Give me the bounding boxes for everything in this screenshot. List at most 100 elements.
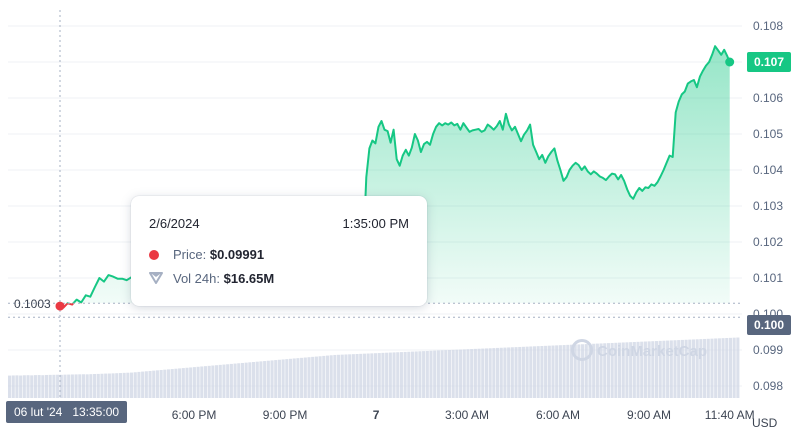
tooltip-volume-value: $16.65M	[223, 271, 275, 286]
volume-bar	[566, 344, 570, 398]
volume-bar	[63, 374, 67, 398]
y-tick-label: 0.106	[753, 91, 783, 105]
volume-bar	[610, 342, 614, 398]
y-tick-label: 0.099	[753, 343, 783, 357]
volume-bar	[78, 374, 82, 398]
y-tick-label: 0.101	[753, 271, 783, 285]
volume-bar	[185, 367, 189, 398]
volume-bar	[381, 352, 385, 398]
volume-bar	[44, 374, 49, 398]
volume-bar	[662, 340, 666, 398]
volume-bar	[266, 360, 270, 398]
volume-bar	[691, 339, 696, 398]
hover-tooltip: 2/6/2024 1:35:00 PM Price: $0.09991 Vol …	[131, 196, 427, 306]
volume-bar	[658, 340, 662, 398]
hover-point-marker	[55, 301, 65, 311]
volume-bar	[189, 367, 193, 398]
last-price-marker	[725, 57, 735, 67]
volume-bar	[233, 363, 237, 398]
volume-bar	[41, 375, 45, 398]
volume-bar	[222, 364, 226, 398]
volume-bar	[462, 349, 466, 398]
volume-bar	[651, 341, 655, 398]
volume-bar	[636, 341, 640, 398]
y-tick-label: 0.105	[753, 127, 783, 141]
volume-bar	[285, 359, 289, 398]
x-tick-label: 6:00 PM	[172, 408, 217, 422]
volume-bar	[311, 356, 315, 398]
volume-bar	[370, 353, 374, 398]
volume-bar	[654, 341, 659, 398]
volume-bar	[215, 365, 219, 398]
volume-bar	[481, 348, 485, 398]
volume-bar	[70, 374, 74, 398]
volume-bar	[359, 353, 363, 398]
volume-bar	[510, 347, 514, 398]
volume-bar	[351, 354, 355, 398]
volume-bar	[166, 369, 171, 398]
volume-bar	[270, 360, 274, 398]
volume-bar	[603, 343, 607, 398]
volume-bar	[418, 351, 422, 398]
hover-price-tag: 0.100	[747, 315, 791, 335]
volume-bar	[226, 364, 230, 398]
volume-bar	[59, 374, 63, 398]
volume-bar	[540, 346, 544, 398]
volume-bar	[81, 374, 86, 398]
volume-bar	[126, 372, 130, 398]
volume-bar	[414, 351, 418, 398]
volume-bar	[721, 338, 725, 398]
volume-bar	[625, 342, 629, 398]
volume-bar	[680, 339, 684, 398]
x-tick-label: 7	[373, 408, 380, 422]
volume-bar	[229, 363, 233, 398]
volume-bar	[499, 347, 503, 398]
volume-bar	[122, 372, 126, 398]
volume-bar	[514, 347, 518, 398]
volume-bar	[252, 362, 256, 398]
volume-bar	[144, 371, 148, 398]
volume-bar	[595, 343, 599, 398]
volume-bar	[318, 356, 322, 398]
volume-bar	[569, 344, 574, 398]
volume-bar	[455, 349, 459, 398]
tooltip-volume-label: Vol 24h:	[173, 271, 220, 286]
y-tick-label: 0.104	[753, 163, 783, 177]
current-price-tag: 0.107	[747, 52, 791, 72]
volume-bar	[67, 374, 71, 398]
volume-bar	[684, 339, 688, 398]
x-tick-label: 9:00 AM	[627, 408, 671, 422]
volume-bar	[410, 351, 415, 398]
volume-bar	[340, 354, 344, 398]
volume-bar	[436, 350, 440, 398]
volume-bar	[606, 343, 611, 398]
x-tick-label: 9:00 PM	[263, 408, 308, 422]
volume-bar	[407, 351, 411, 398]
volume-bar	[218, 364, 222, 398]
volume-bar	[647, 341, 651, 398]
volume-bar	[714, 338, 718, 398]
tooltip-volume-row: Vol 24h: $16.65M	[149, 271, 274, 286]
x-tick-label: 6:00 AM	[536, 408, 580, 422]
volume-bar	[466, 349, 470, 398]
volume-bar	[640, 341, 644, 398]
volume-bar	[673, 340, 677, 398]
volume-bar	[141, 371, 145, 398]
volume-bar	[207, 365, 211, 398]
volume-bar	[255, 361, 259, 398]
volume-bar	[440, 350, 444, 398]
volume-bar	[581, 344, 585, 398]
volume-bar	[33, 375, 37, 398]
volume-bar	[274, 360, 278, 398]
volume-bar	[22, 375, 26, 398]
volume-bar	[148, 370, 152, 398]
price-area-up	[60, 46, 730, 304]
price-dot-icon	[149, 250, 159, 260]
tooltip-time: 1:35:00 PM	[342, 216, 410, 231]
volume-bar	[8, 375, 12, 398]
volume-bar	[488, 348, 492, 398]
volume-bar	[688, 339, 692, 398]
volume-bar	[322, 355, 326, 398]
